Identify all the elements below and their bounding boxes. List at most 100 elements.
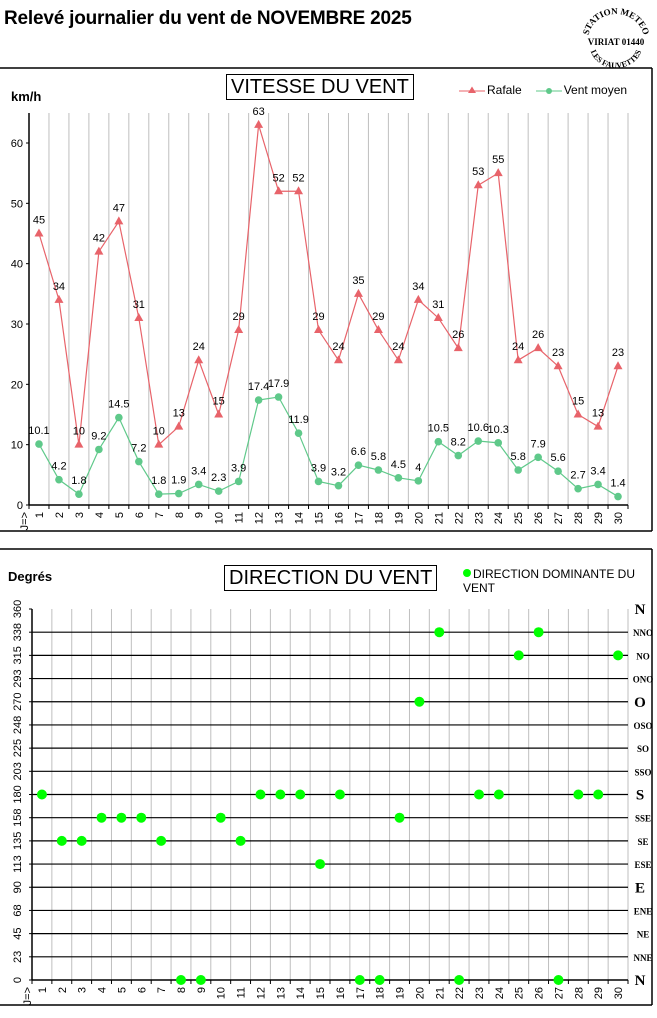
mean-marker (234, 477, 243, 486)
mean-value-label: 10.5 (428, 423, 449, 435)
x-tick-label: 11 (234, 512, 246, 523)
gust-marker (433, 312, 443, 321)
gust-marker (34, 228, 44, 237)
gust-marker (593, 421, 603, 430)
mean-value-label: 1.9 (171, 475, 186, 487)
gust-value-label: 29 (372, 311, 384, 323)
mean-marker (494, 439, 503, 447)
direction-marker (315, 859, 326, 870)
y-tick-label: 50 (11, 198, 23, 210)
gust-marker (154, 439, 164, 448)
y-tick-label: 203 (12, 762, 24, 780)
x-tick-label: 7 (154, 512, 166, 518)
mean-marker (594, 480, 602, 489)
x-tick-label: 23 (474, 987, 486, 999)
compass-label: SSO (634, 767, 651, 777)
mean-marker (214, 487, 223, 495)
y-tick-label: 338 (12, 623, 24, 641)
x-tick-label: 7 (156, 987, 168, 993)
x-tick-label: 29 (593, 987, 605, 999)
gust-value-label: 63 (252, 106, 264, 118)
x-tick-label: 3 (77, 987, 89, 993)
gust-marker (373, 325, 383, 334)
compass-label: OSO (633, 721, 652, 731)
mean-marker (394, 474, 403, 482)
y-tick-label: 40 (11, 259, 23, 271)
direction-marker (374, 975, 385, 985)
gust-value-label: 13 (592, 408, 604, 420)
direction-marker (513, 650, 524, 661)
direction-marker (593, 789, 604, 800)
x-tick-label: 17 (355, 987, 367, 999)
mean-marker (294, 429, 303, 438)
direction-marker (295, 789, 306, 800)
x-tick-label: 27 (553, 987, 565, 999)
gust-marker (134, 312, 144, 321)
x-tick-label: 25 (513, 512, 525, 524)
gust-marker (413, 294, 423, 303)
x-prefix-label: J=> (22, 987, 34, 1005)
mean-value-label: 4.5 (391, 459, 406, 471)
mean-value-label: 3.4 (590, 465, 605, 477)
x-tick-label: 14 (295, 987, 307, 999)
y-tick-label: 60 (11, 138, 23, 150)
x-tick-label: 4 (94, 512, 106, 518)
gust-marker (254, 119, 264, 128)
direction-marker (156, 835, 167, 846)
y-tick-label: 20 (11, 379, 23, 391)
mean-value-label: 8.2 (451, 437, 466, 449)
x-tick-label: 15 (314, 512, 326, 524)
y-tick-label: 270 (12, 693, 24, 711)
x-tick-label: 22 (453, 512, 465, 524)
mean-marker (334, 481, 343, 490)
gust-value-label: 31 (432, 299, 444, 311)
direction-marker (275, 789, 286, 800)
direction-marker (116, 812, 127, 823)
direction-marker (573, 789, 584, 800)
direction-marker (613, 650, 624, 661)
gust-value-label: 42 (93, 233, 105, 245)
gust-marker (294, 186, 304, 195)
y-tick-label: 315 (12, 646, 24, 664)
gust-marker (613, 361, 623, 370)
x-tick-label: 4 (97, 987, 109, 993)
compass-label: NNO (633, 628, 653, 638)
mean-value-label: 17.9 (268, 378, 289, 390)
direction-marker (215, 812, 226, 823)
x-tick-label: 1 (34, 512, 46, 518)
mean-marker (35, 440, 43, 448)
mean-marker (254, 396, 263, 404)
x-tick-label: 23 (473, 512, 485, 524)
mean-marker (314, 477, 323, 486)
gust-value-label: 15 (572, 396, 584, 408)
gust-value-label: 35 (352, 275, 364, 287)
y-tick-label: 113 (12, 855, 24, 873)
gust-value-label: 24 (392, 341, 404, 353)
x-tick-label: 18 (375, 987, 387, 999)
compass-label: S (636, 788, 644, 804)
mean-marker (574, 484, 582, 493)
x-tick-label: 11 (236, 987, 248, 998)
y-tick-label: 135 (12, 832, 24, 850)
gust-value-label: 24 (512, 341, 524, 353)
gust-marker (114, 216, 124, 225)
mean-value-label: 10.6 (468, 422, 489, 434)
mean-marker (474, 437, 483, 445)
direction-marker (255, 789, 266, 800)
gust-marker (314, 325, 324, 334)
circle-marker-icon (535, 88, 562, 94)
compass-label: ESE (634, 860, 651, 870)
mean-marker (434, 437, 443, 446)
x-tick-label: 1 (37, 987, 49, 993)
x-tick-label: 29 (593, 512, 605, 524)
x-tick-label: 5 (114, 512, 126, 518)
direction-marker (553, 975, 564, 985)
x-tick-label: 8 (176, 987, 188, 993)
mean-marker (115, 413, 123, 422)
gust-marker (533, 343, 543, 352)
gust-value-label: 13 (173, 408, 185, 420)
gust-marker (214, 409, 224, 418)
legend-item-gust: Rafale (459, 83, 522, 97)
